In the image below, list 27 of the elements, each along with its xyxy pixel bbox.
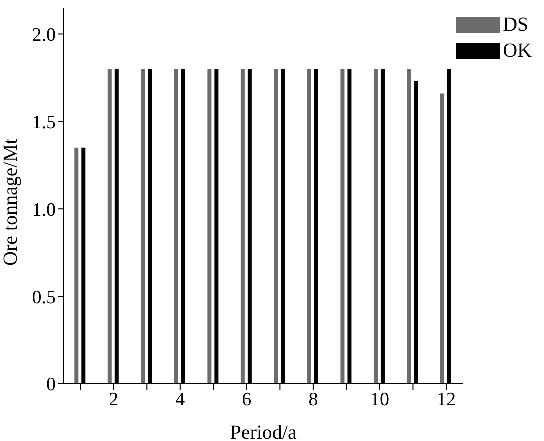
bar [141, 69, 146, 384]
x-tick-label: 2 [109, 389, 119, 410]
bar [274, 69, 278, 384]
bar [208, 69, 212, 384]
y-tick-label: 1.5 [32, 112, 56, 134]
x-tick-label: 4 [176, 389, 186, 410]
y-tick-label: 1.0 [32, 200, 56, 221]
bar [240, 69, 245, 384]
legend-label: OK [503, 40, 532, 62]
x-tick-label: 6 [242, 389, 252, 410]
y-tick-label: 0 [46, 374, 56, 396]
y-tick-label: 2.0 [32, 24, 56, 46]
bar [74, 148, 79, 384]
bar [374, 69, 378, 384]
bar [108, 69, 112, 384]
x-tick-label: 10 [370, 389, 390, 410]
legend-label: DS [503, 14, 529, 36]
bar [307, 69, 312, 384]
bar [440, 94, 444, 384]
y-tick-label: 0.5 [32, 287, 56, 308]
bar [174, 69, 178, 384]
bar [340, 69, 345, 384]
x-tick-label: 12 [436, 389, 456, 410]
y-axis-title: Ore tonnage/Mt [0, 138, 22, 266]
x-axis-title: Period/a [230, 422, 297, 441]
bar [407, 69, 412, 384]
x-tick-label: 8 [308, 389, 318, 410]
